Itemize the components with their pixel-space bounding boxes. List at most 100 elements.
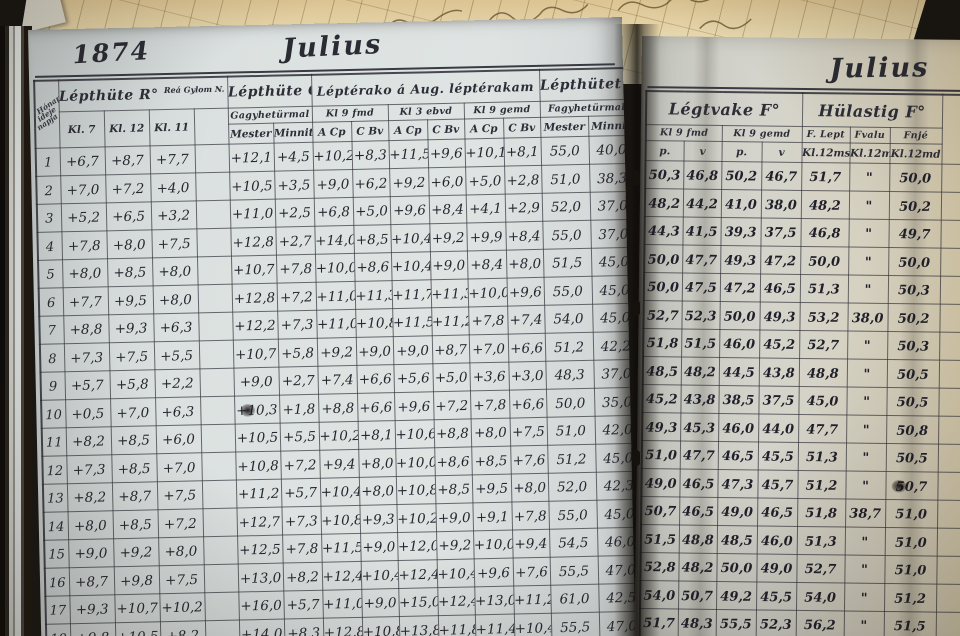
value-cell: +13,0	[237, 563, 284, 593]
day-number-cell: 11	[41, 427, 67, 457]
value-cell: +11,0	[229, 199, 276, 229]
value-cell: +7,6	[512, 557, 551, 587]
year-label: 1874	[71, 36, 151, 70]
value-cell	[195, 172, 230, 202]
col-header-cbv: C Bv	[351, 120, 389, 142]
value-cell: +5,5	[279, 422, 320, 452]
col-header-max-c: Mester	[228, 123, 274, 145]
value-cell: 46,0	[597, 527, 636, 557]
value-cell: +8,7	[104, 145, 151, 175]
value-cell: +9,1	[472, 502, 513, 532]
value-cell: +7,6	[510, 445, 548, 475]
value-cell: 48,2	[678, 552, 717, 582]
day-number-cell: 6	[38, 288, 64, 317]
value-cell: 50,5	[886, 387, 939, 417]
value-cell: 51,5	[681, 328, 720, 358]
value-cell: +9,4	[319, 449, 359, 479]
value-cell: +8,2	[66, 482, 113, 512]
value-cell: +2,9	[504, 193, 543, 223]
value-cell: 43,8	[758, 358, 799, 387]
value-cell: +10,4	[513, 613, 552, 636]
value-cell: "	[844, 554, 885, 584]
value-cell: +7,8	[61, 231, 108, 261]
table-row: 50,7 46,5 49,0 46,5 51,8 38,7 51,0	[640, 496, 960, 529]
value-cell: 50,0	[644, 245, 683, 274]
value-cell: 42,0	[594, 415, 636, 445]
day-number-cell: 7	[39, 315, 64, 345]
value-cell: +9,0	[68, 538, 114, 568]
value-cell: +3,0	[508, 361, 546, 391]
value-cell: "	[846, 359, 887, 388]
value-cell: +5,2	[60, 202, 107, 232]
value-cell: +8,2	[282, 562, 323, 592]
ledger-right-page: Julius Légtvake F° Hülastig F° Kl 9 fmd …	[634, 36, 960, 636]
col-header-p: p.	[645, 140, 684, 162]
value-cell: 51,0	[546, 416, 596, 446]
value-cell: +6,6	[507, 333, 546, 363]
value-cell: +10,4	[436, 559, 475, 589]
value-cell: 45,5	[757, 441, 799, 471]
value-cell: 55,5	[549, 556, 599, 586]
value-cell	[937, 444, 960, 473]
value-cell: +2,7	[275, 226, 316, 256]
value-cell: +10,0	[467, 278, 508, 308]
left-table-body: 1 +6,7 +8,7 +7,7 +12,1 +4,5 +10,2 +8,3 +11,5 +9,6…	[35, 135, 636, 636]
value-cell: +3,6	[469, 362, 509, 391]
value-cell: +9,0	[360, 532, 398, 562]
value-cell: +7,5	[509, 417, 548, 447]
value-cell: 48,2	[800, 191, 850, 220]
value-cell: +10,4	[390, 224, 431, 254]
value-cell	[936, 500, 960, 529]
value-cell: +7,2	[432, 391, 471, 421]
value-cell: 45,0	[592, 303, 636, 333]
value-cell: +7,3	[63, 343, 110, 373]
value-cell: 38,3	[589, 163, 636, 193]
group-header-reaumur: Lépthüte R° Reá Gylom N. 5	[58, 76, 228, 112]
value-cell: +11,5	[388, 139, 429, 169]
value-cell: +11,2	[513, 585, 551, 614]
value-cell: 51,0	[884, 499, 938, 529]
value-cell: "	[847, 274, 889, 304]
value-cell: 48,2	[644, 189, 684, 218]
value-cell: 37,0	[589, 191, 636, 221]
value-cell: 50,0	[716, 553, 757, 583]
value-cell: +9,2	[113, 537, 159, 567]
value-cell: +12,7	[236, 507, 283, 537]
value-cell	[204, 592, 239, 621]
value-cell: +8,1	[357, 420, 396, 450]
value-cell: 50,7	[640, 496, 680, 526]
table-row: 49,0 46,5 47,3 45,7 51,2 " 50,7	[641, 469, 960, 502]
value-cell: 51,5	[543, 248, 592, 278]
value-cell: +8,2	[159, 621, 206, 636]
value-cell: +5,8	[109, 369, 156, 399]
value-cell: 35,0	[593, 387, 636, 417]
col-header-min-f: Minnit	[588, 115, 635, 137]
value-cell: +8,0	[358, 448, 396, 478]
value-cell: +10,8	[361, 616, 400, 636]
value-cell: +8,0	[106, 230, 153, 260]
day-number-cell: 4	[37, 232, 63, 261]
group-header-legtvake: Légtvake F°	[645, 91, 803, 127]
table-row: 51,7 48,3 55,5 52,3 56,2 " 51,5	[639, 608, 960, 636]
value-cell: 51,2	[797, 471, 846, 500]
value-cell: +8,7	[68, 567, 115, 597]
value-cell: 49,0	[641, 469, 680, 498]
value-cell: +8,4	[466, 250, 507, 279]
table-row: 48,5 48,2 44,5 43,8 48,8 " 50,5	[642, 357, 960, 390]
value-cell: +1,8	[278, 394, 319, 424]
value-cell: "	[844, 527, 885, 556]
month-label: Julius	[829, 52, 930, 85]
value-cell: 51,7	[639, 608, 679, 636]
col-header-min-c: Minnit	[273, 122, 313, 144]
value-cell: +6,0	[155, 424, 202, 454]
value-cell: 52,3	[755, 609, 797, 636]
value-cell: +8,8	[63, 314, 109, 344]
value-cell: 39,3	[720, 217, 761, 247]
value-cell: +10,2	[318, 421, 359, 451]
value-cell: 47,2	[719, 273, 761, 303]
value-cell: +8,0	[510, 473, 549, 503]
value-cell: +7,5	[108, 342, 155, 372]
value-cell: 46,5	[717, 441, 759, 471]
value-cell: +2,2	[154, 368, 200, 398]
value-cell: +4,5	[273, 142, 314, 172]
